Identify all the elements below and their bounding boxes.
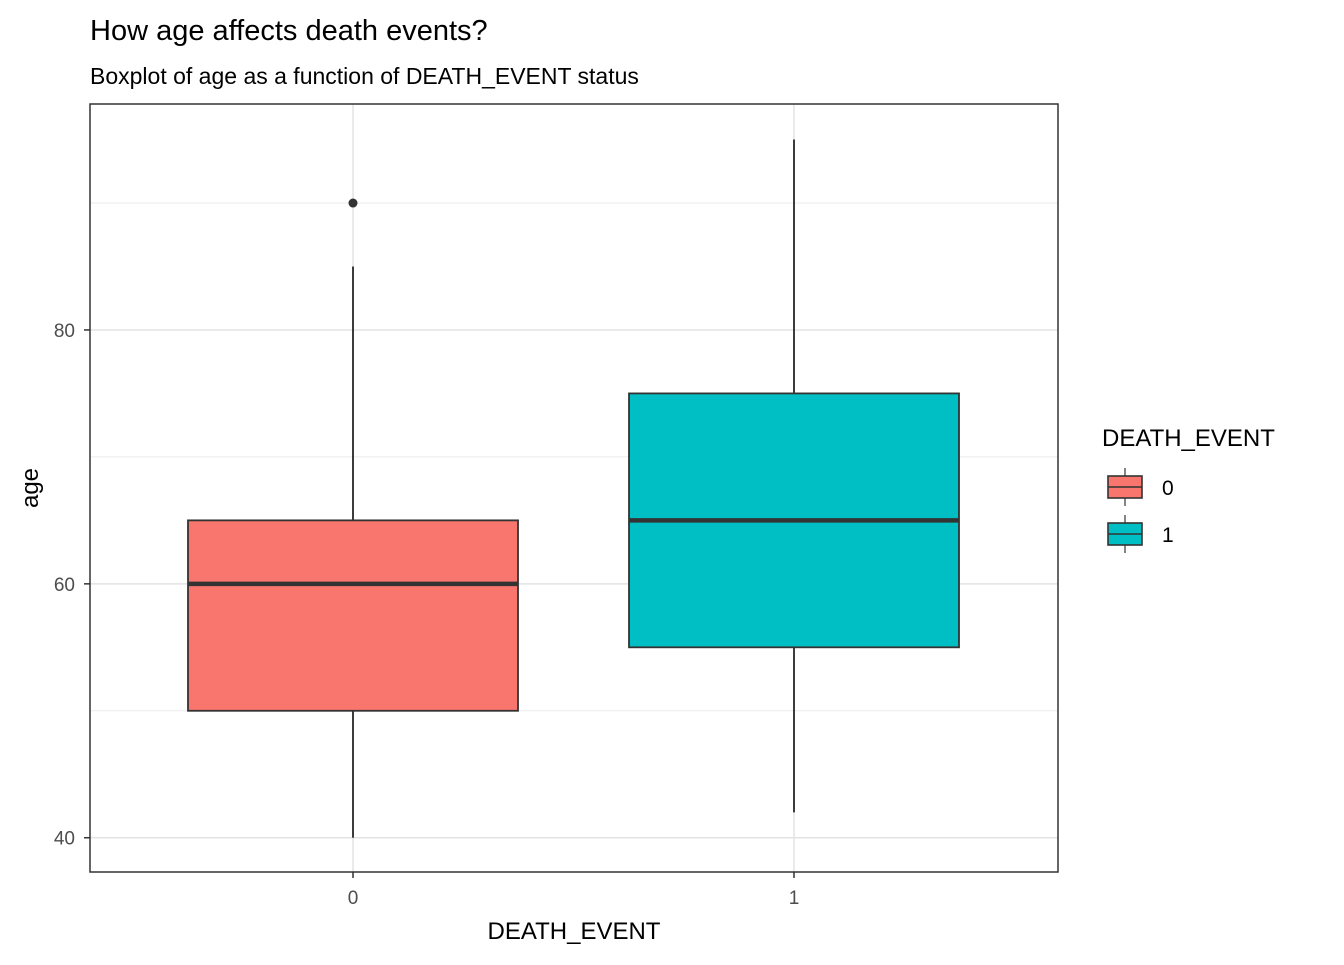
box-0	[187, 519, 519, 712]
legend-item-0: 0	[1107, 468, 1174, 506]
y-axis-label: age	[17, 468, 44, 508]
box-marks	[187, 139, 960, 838]
legend-label-0: 0	[1162, 477, 1174, 500]
y-tick-label-80: 80	[54, 321, 75, 342]
chart-subtitle: Boxplot of age as a function of DEATH_EV…	[90, 63, 639, 89]
plot-border	[89, 103, 1059, 873]
y-tick-label-40: 40	[54, 829, 75, 850]
outlier-point-0-0	[348, 198, 358, 208]
legend-title: DEATH_EVENT	[1102, 425, 1275, 452]
legend-items: 01	[1107, 468, 1174, 553]
legend-item-1: 1	[1107, 515, 1174, 553]
legend: DEATH_EVENT 01	[1102, 425, 1275, 553]
y-tick-label-60: 60	[54, 575, 75, 596]
x-axis-label: DEATH_EVENT	[488, 918, 661, 945]
axes: 40 60 80 0 1	[54, 321, 799, 909]
x-tick-label-0: 0	[348, 888, 359, 909]
box-category-1	[628, 139, 960, 813]
chart-title: How age affects death events?	[90, 15, 488, 47]
x-tick-label-1: 1	[789, 888, 800, 909]
box-category-0	[187, 198, 519, 838]
legend-label-1: 1	[1162, 524, 1174, 547]
